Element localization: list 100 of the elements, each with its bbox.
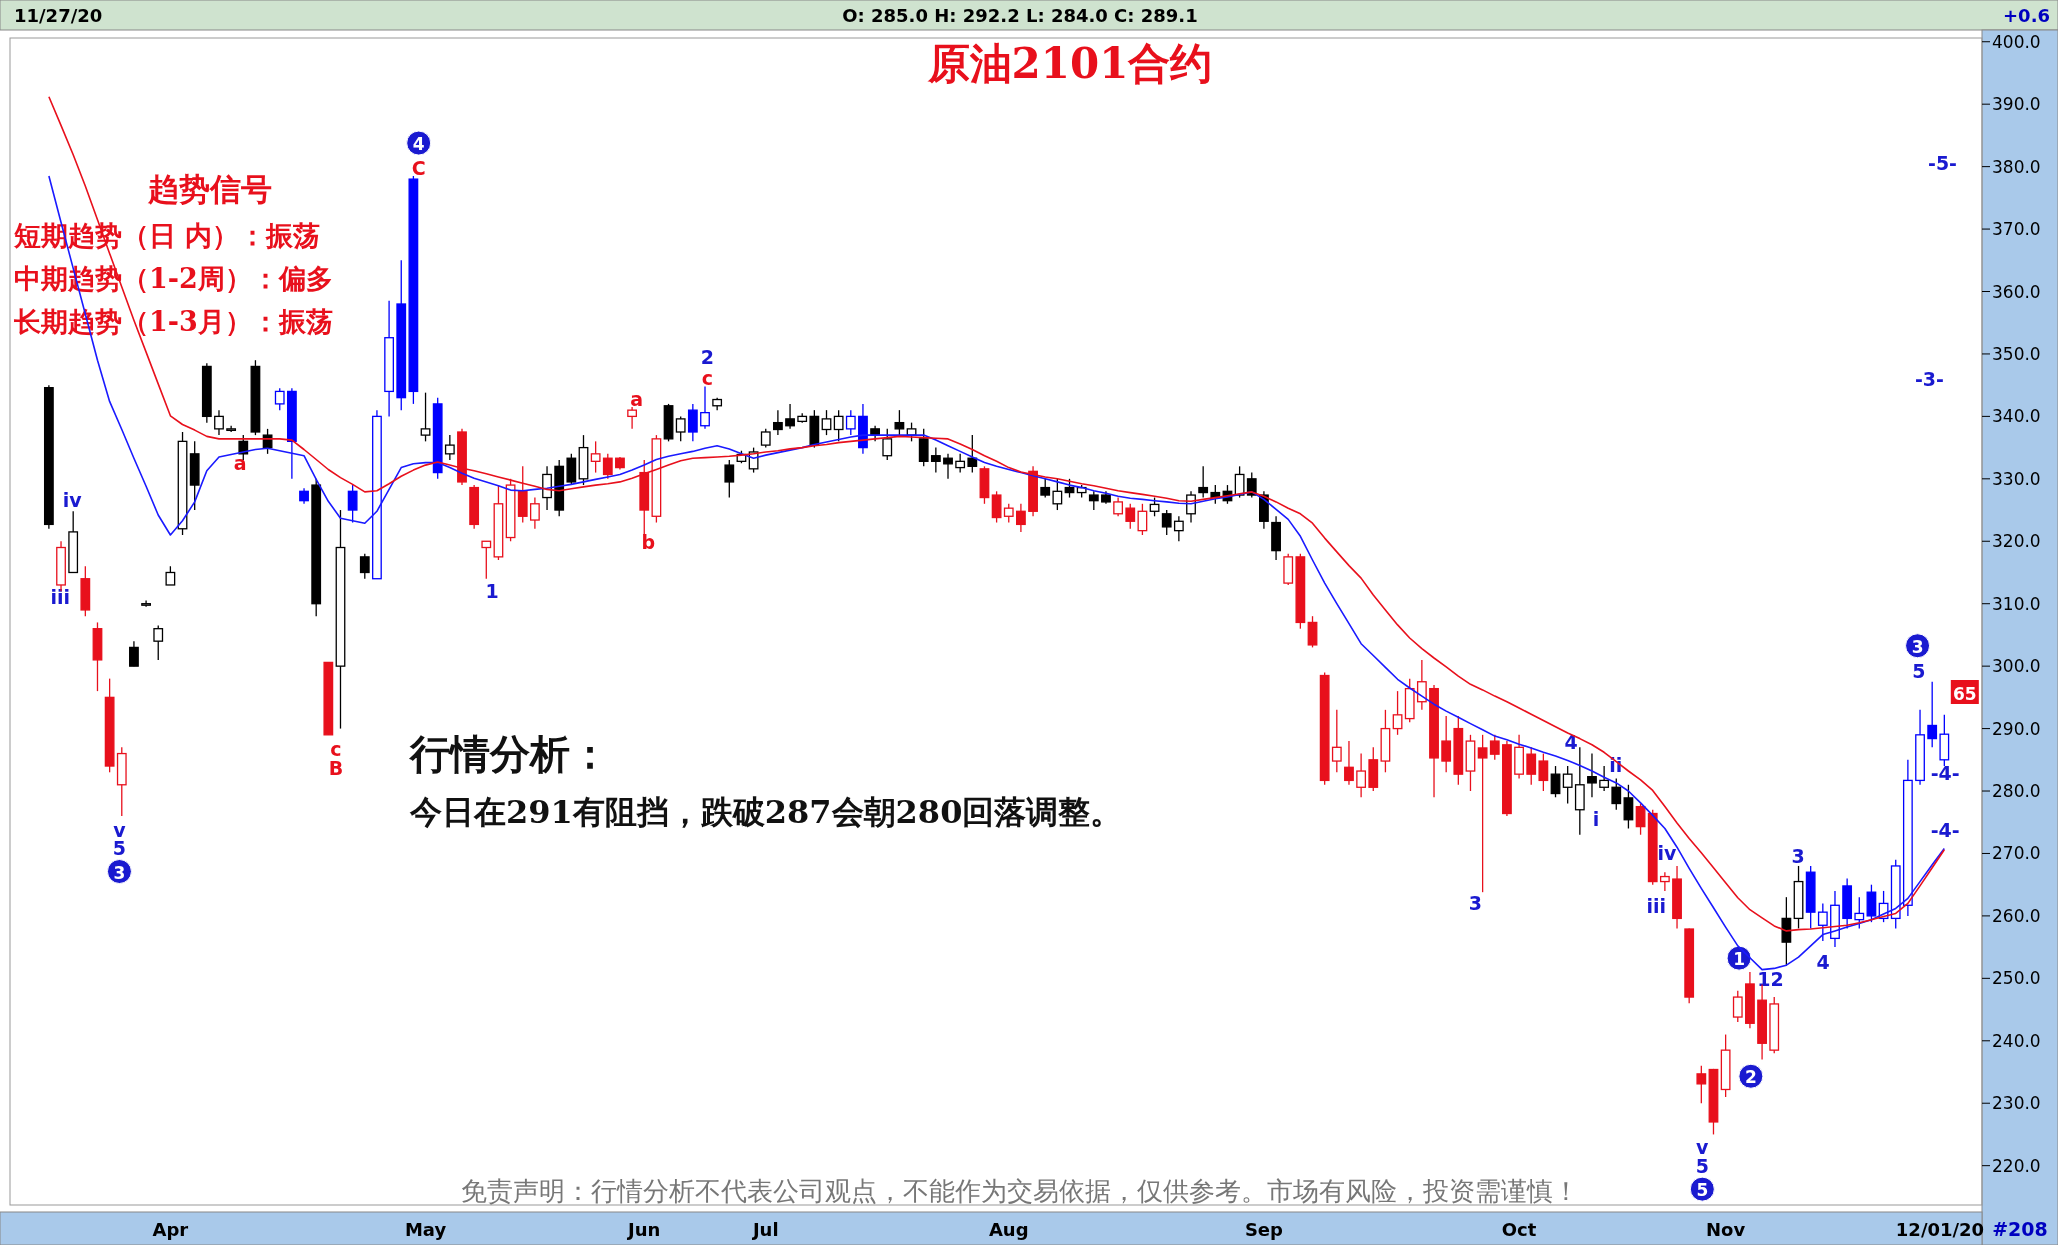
annotation: 3 bbox=[113, 862, 126, 883]
candlestick bbox=[1392, 690, 1403, 736]
candlestick bbox=[675, 415, 686, 443]
y-tick-label: 320.0 bbox=[1992, 531, 2041, 552]
annotation: C bbox=[411, 157, 426, 179]
candlestick bbox=[165, 565, 176, 586]
x-tick-label: Apr bbox=[152, 1219, 189, 1240]
candlestick bbox=[967, 434, 978, 474]
y-tick-label: 360.0 bbox=[1992, 281, 2041, 302]
candlestick bbox=[359, 553, 370, 580]
candlestick bbox=[214, 409, 224, 436]
candlestick bbox=[129, 640, 139, 667]
candlestick bbox=[1052, 478, 1063, 511]
candlestick bbox=[1307, 615, 1318, 649]
candlestick bbox=[1696, 1065, 1707, 1104]
candlestick bbox=[1441, 715, 1452, 773]
x-tick-label: Oct bbox=[1501, 1219, 1537, 1240]
candlestick bbox=[1489, 734, 1500, 761]
x-tick-label: Aug bbox=[988, 1219, 1029, 1240]
candlestick bbox=[529, 496, 540, 530]
candlestick bbox=[274, 387, 285, 411]
annotation: b bbox=[641, 531, 656, 554]
y-tick-label: 300.0 bbox=[1992, 656, 2041, 677]
annotation: iv bbox=[62, 489, 83, 512]
candlestick bbox=[930, 446, 941, 474]
candlestick bbox=[1344, 740, 1354, 786]
annotation: a bbox=[630, 388, 643, 410]
annotation: iv bbox=[1657, 842, 1677, 865]
candlestick bbox=[347, 484, 358, 524]
y-tick-label: 290.0 bbox=[1992, 718, 2041, 739]
text: 12/01/20 bbox=[1895, 1219, 1985, 1240]
annotation: iii bbox=[50, 586, 71, 609]
candlestick bbox=[1587, 752, 1597, 798]
annotation: 12 bbox=[1757, 968, 1784, 991]
candlestick bbox=[1234, 465, 1245, 499]
annotation: 行情分析： bbox=[408, 730, 610, 777]
annotation: a bbox=[233, 452, 247, 475]
candlestick bbox=[481, 540, 492, 580]
chart-title: 原油2101合约 bbox=[926, 39, 1213, 88]
annotation: c bbox=[701, 367, 714, 389]
candlestick bbox=[1149, 496, 1160, 517]
candlestick bbox=[1854, 896, 1865, 930]
candlestick bbox=[627, 406, 637, 430]
text: 11/27/20 bbox=[14, 5, 103, 26]
text: +0.6 bbox=[2003, 5, 2050, 26]
candlestick bbox=[1003, 503, 1014, 524]
candlestick bbox=[1866, 884, 1877, 923]
candlestick bbox=[991, 490, 1002, 524]
candlestick bbox=[821, 409, 832, 436]
candlestick bbox=[894, 409, 905, 436]
y-tick-label: 260.0 bbox=[1992, 905, 2041, 926]
annotation: 免责声明：行情分析不代表公司观点，不能作为交易依据，仅供参考。市场有风险，投资需谨慎！ bbox=[461, 1176, 1579, 1206]
text: #208 bbox=[1992, 1218, 2048, 1240]
candlestick bbox=[1623, 784, 1634, 830]
candlestick bbox=[1599, 765, 1610, 792]
x-tick-label: Nov bbox=[1706, 1219, 1746, 1240]
candlestick bbox=[1040, 478, 1051, 499]
annotation: -4- bbox=[1930, 762, 1960, 785]
x-tick-label: Sep bbox=[1244, 1219, 1284, 1240]
annotation: -5- bbox=[1928, 151, 1957, 174]
y-tick-label: 270.0 bbox=[1992, 843, 2041, 864]
candlestick bbox=[1137, 503, 1148, 536]
candlestick bbox=[773, 409, 783, 436]
annotation: 5 bbox=[1696, 1180, 1709, 1201]
candlestick bbox=[590, 440, 601, 474]
annotation: -4- bbox=[1930, 818, 1960, 841]
candlestick bbox=[1635, 802, 1646, 836]
candlestick bbox=[1550, 765, 1561, 798]
candlestick bbox=[542, 465, 552, 511]
candlestick bbox=[602, 453, 613, 480]
candlestick bbox=[882, 428, 893, 461]
x-tick-label: May bbox=[404, 1219, 447, 1240]
annotation: i bbox=[1592, 808, 1600, 830]
candlestick bbox=[566, 453, 577, 486]
candlestick bbox=[1817, 902, 1828, 942]
annotation: 今日在291有阻挡，跌破287会朝280回落调整。 bbox=[409, 793, 1123, 831]
candlestick bbox=[1659, 871, 1670, 892]
annotation: 2 bbox=[1744, 1067, 1757, 1088]
candlestick bbox=[1113, 496, 1124, 517]
y-tick-label: 230.0 bbox=[1992, 1093, 2041, 1114]
annotation: 趋势信号 bbox=[147, 171, 272, 207]
candlestick bbox=[785, 403, 795, 430]
y-tick-label: 390.0 bbox=[1992, 94, 2041, 115]
candlestick bbox=[1356, 752, 1367, 798]
candlestick bbox=[845, 409, 856, 436]
candlestick bbox=[724, 459, 735, 499]
candlestick bbox=[1611, 777, 1622, 811]
y-tick-label: 310.0 bbox=[1992, 593, 2041, 614]
y-tick-label: 400.0 bbox=[1992, 31, 2041, 52]
candlestick bbox=[833, 409, 844, 443]
annotation: 3 bbox=[1911, 636, 1924, 657]
candlestick bbox=[1064, 478, 1075, 499]
candlestick bbox=[760, 428, 771, 449]
candlestick bbox=[955, 453, 966, 474]
y-tick-label: 380.0 bbox=[1992, 156, 2041, 177]
candlestick bbox=[1198, 465, 1209, 499]
candlestick bbox=[1927, 681, 1938, 748]
candlestick bbox=[1016, 503, 1026, 533]
candlestick bbox=[943, 453, 953, 480]
candlestick bbox=[918, 428, 929, 467]
